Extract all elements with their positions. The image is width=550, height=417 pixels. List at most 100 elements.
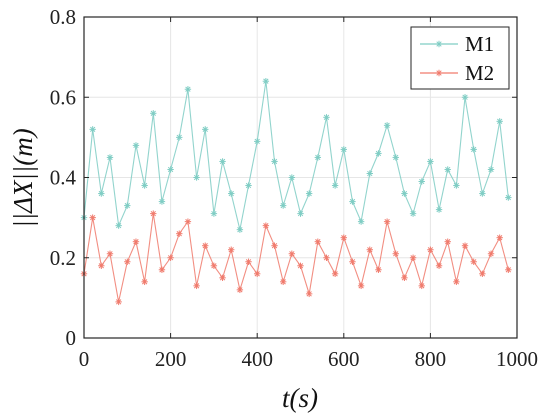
data-point-m2 — [487, 250, 495, 257]
data-point-m1 — [323, 114, 330, 121]
data-point-m2 — [401, 274, 408, 282]
data-point-m1 — [383, 122, 391, 129]
data-point-m2 — [505, 266, 512, 273]
data-point-m2 — [150, 210, 157, 217]
x-tick-label: 200 — [155, 347, 187, 371]
legend-label-m1: M1 — [465, 32, 494, 56]
data-point-m2 — [245, 258, 252, 265]
data-point-m1 — [228, 190, 235, 197]
data-point-m1 — [219, 158, 226, 165]
data-point-m2 — [392, 250, 399, 257]
data-point-m1 — [124, 202, 131, 209]
tick-labels: 0 200 400 600 800 1000 0 0.2 0.4 0.6 0.8 — [50, 5, 538, 371]
series-line-m1 — [83, 81, 509, 230]
y-tick-label: 0.6 — [50, 85, 76, 109]
data-point-m1 — [245, 182, 252, 189]
data-point-m2 — [479, 270, 486, 277]
data-point-m1 — [202, 126, 209, 133]
data-point-m1 — [210, 210, 218, 217]
data-point-m2 — [167, 254, 174, 261]
data-point-m1 — [331, 182, 339, 189]
data-point-m2 — [202, 242, 209, 249]
data-point-m2 — [297, 262, 304, 269]
data-point-m2 — [418, 282, 425, 290]
data-point-m1 — [305, 190, 313, 197]
data-point-m2 — [444, 238, 451, 245]
data-point-m1 — [496, 118, 503, 125]
data-point-m1 — [271, 158, 278, 165]
data-point-m2 — [470, 258, 477, 265]
x-axis-title: t(s) — [282, 383, 318, 413]
data-point-m2 — [383, 218, 391, 225]
axis-ticks — [83, 16, 518, 339]
data-point-m1 — [176, 134, 183, 141]
data-point-m2 — [236, 286, 244, 294]
data-point-m2 — [323, 254, 330, 261]
data-point-m2 — [496, 234, 503, 241]
data-point-m2 — [124, 258, 131, 265]
data-point-m2 — [89, 214, 96, 221]
data-point-m2 — [158, 266, 166, 273]
data-point-m2 — [271, 242, 278, 249]
data-point-m1 — [418, 178, 425, 185]
data-point-m1 — [366, 170, 373, 177]
series-line-m2 — [83, 213, 509, 303]
data-point-m1 — [262, 78, 270, 85]
y-axis-title: ||ΔX||(m) — [8, 128, 38, 228]
series-m2 — [80, 210, 512, 306]
data-point-m1 — [115, 222, 122, 229]
data-point-m1 — [349, 198, 356, 205]
data-point-m1 — [297, 210, 304, 217]
y-tick-label: 0.2 — [50, 246, 76, 270]
data-point-m2 — [375, 266, 382, 273]
x-tick-label: 600 — [328, 347, 360, 371]
data-point-m1 — [505, 194, 512, 201]
legend-star-m2 — [435, 69, 443, 77]
legend: M1 M2 — [410, 26, 510, 90]
data-point-m1 — [98, 190, 105, 197]
data-point-m1 — [340, 146, 347, 153]
data-point-m1 — [401, 190, 408, 197]
data-point-m2 — [314, 238, 322, 245]
data-point-m1 — [184, 86, 192, 93]
data-point-m2 — [349, 258, 356, 265]
data-point-m2 — [435, 262, 443, 269]
data-point-m1 — [150, 110, 157, 117]
data-point-m2 — [106, 250, 114, 257]
data-point-m2 — [340, 234, 347, 241]
legend-star-m1 — [435, 40, 443, 48]
data-point-m1 — [479, 190, 486, 197]
data-point-m1 — [167, 166, 174, 173]
legend-marker-m1 — [435, 40, 443, 48]
data-point-m1 — [375, 150, 382, 157]
data-point-m1 — [487, 166, 495, 173]
y-tick-label: 0 — [66, 326, 77, 350]
series-layer — [80, 78, 512, 306]
x-tick-label: 0 — [79, 347, 90, 371]
data-point-m2 — [461, 242, 469, 249]
data-point-m2 — [305, 290, 313, 298]
data-point-m2 — [98, 262, 105, 269]
data-point-m2 — [132, 238, 140, 245]
legend-label-m2: M2 — [465, 61, 494, 85]
x-tick-label: 400 — [241, 347, 273, 371]
data-point-m1 — [357, 218, 365, 225]
data-point-m1 — [461, 94, 469, 101]
data-point-m2 — [453, 278, 460, 286]
data-point-m2 — [184, 218, 192, 225]
data-point-m1 — [288, 174, 296, 181]
data-point-m1 — [435, 206, 443, 213]
data-point-m2 — [331, 270, 339, 277]
data-point-m2 — [115, 298, 122, 306]
data-point-m1 — [427, 158, 434, 165]
legend-box — [410, 26, 510, 90]
data-point-m1 — [314, 154, 322, 161]
data-point-m1 — [392, 154, 399, 161]
series-m1 — [80, 78, 512, 233]
data-point-m1 — [254, 138, 261, 145]
data-point-m1 — [444, 166, 451, 173]
data-point-m1 — [279, 202, 287, 209]
data-point-m1 — [158, 198, 166, 205]
x-tick-label: 1000 — [496, 347, 538, 371]
